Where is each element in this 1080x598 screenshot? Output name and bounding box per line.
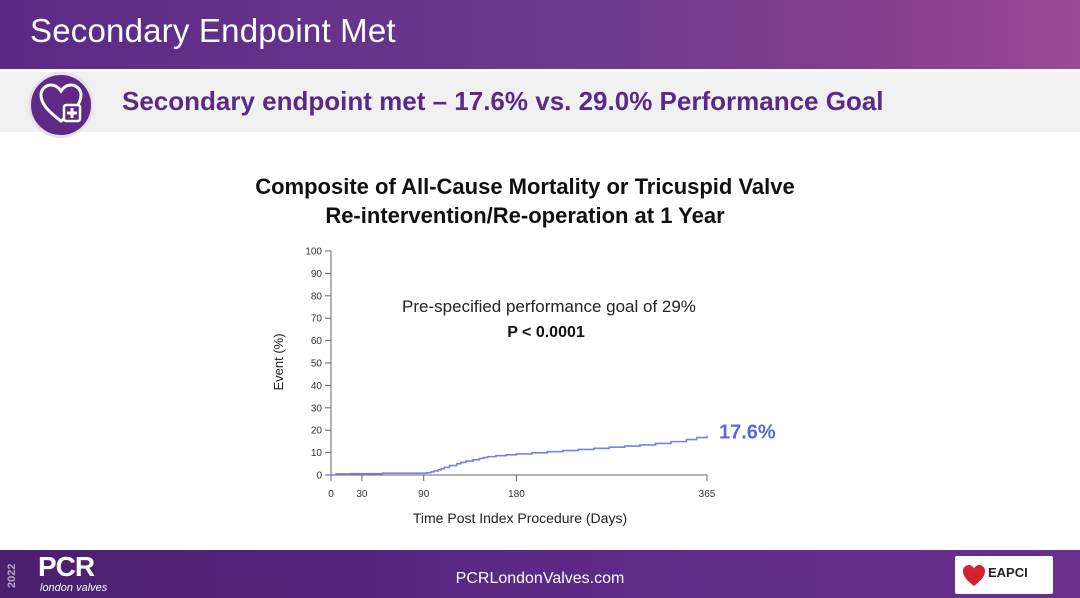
y-tick-label: 30 — [311, 403, 323, 414]
x-axis: 0 30 90 180 365 — [328, 474, 716, 500]
footer-brand-logo: PCR — [38, 551, 95, 582]
header-bar — [0, 0, 1080, 69]
y-axis-label: Event (%) — [271, 333, 286, 390]
eapci-heart-icon — [963, 565, 985, 586]
chart-title-line-2: Re-intervention/Re-operation at 1 Year — [325, 203, 725, 228]
annotation-p-value: P < 0.0001 — [507, 324, 585, 341]
x-tick-label: 180 — [508, 489, 525, 500]
y-tick-label: 90 — [311, 269, 323, 280]
y-tick-label: 40 — [311, 381, 323, 392]
y-tick-label: 100 — [305, 247, 322, 258]
series-end-label: 17.6% — [719, 422, 776, 444]
y-tick-label: 20 — [311, 426, 323, 437]
x-tick-label: 30 — [356, 489, 368, 500]
y-tick-label: 60 — [311, 336, 323, 347]
y-tick-label: 50 — [311, 359, 323, 370]
subtitle-band — [0, 72, 1080, 132]
chart-title: Composite of All-Cause Mortality or Tric… — [200, 172, 850, 230]
subtitle-text: Secondary endpoint met – 17.6% vs. 29.0%… — [122, 86, 884, 116]
y-tick-label: 80 — [311, 291, 323, 302]
y-tick-label: 70 — [311, 314, 323, 325]
y-tick-label: 0 — [316, 471, 322, 482]
footer-year: 2022 — [6, 563, 18, 589]
eapci-logo-text: EAPCI — [988, 565, 1028, 580]
chart-title-line-1: Composite of All-Cause Mortality or Tric… — [255, 174, 795, 199]
page-title: Secondary Endpoint Met — [30, 12, 396, 49]
x-tick-label: 365 — [699, 489, 716, 500]
annotation-goal: Pre-specified performance goal of 29% — [402, 297, 696, 316]
footer-bar — [0, 550, 1080, 598]
heart-plus-icon — [28, 72, 94, 138]
x-axis-label: Time Post Index Procedure (Days) — [413, 510, 627, 526]
series-line — [331, 435, 708, 476]
y-tick-label: 10 — [311, 448, 323, 459]
eapci-logo — [955, 556, 1053, 594]
footer-url-link[interactable]: PCRLondonValves.com — [455, 570, 625, 587]
y-axis: 0 10 20 30 40 50 60 70 80 90 100 — [305, 247, 332, 482]
footer-brand-subtitle: london valves — [40, 582, 108, 594]
x-tick-label: 0 — [328, 489, 334, 500]
x-tick-label: 90 — [418, 489, 430, 500]
